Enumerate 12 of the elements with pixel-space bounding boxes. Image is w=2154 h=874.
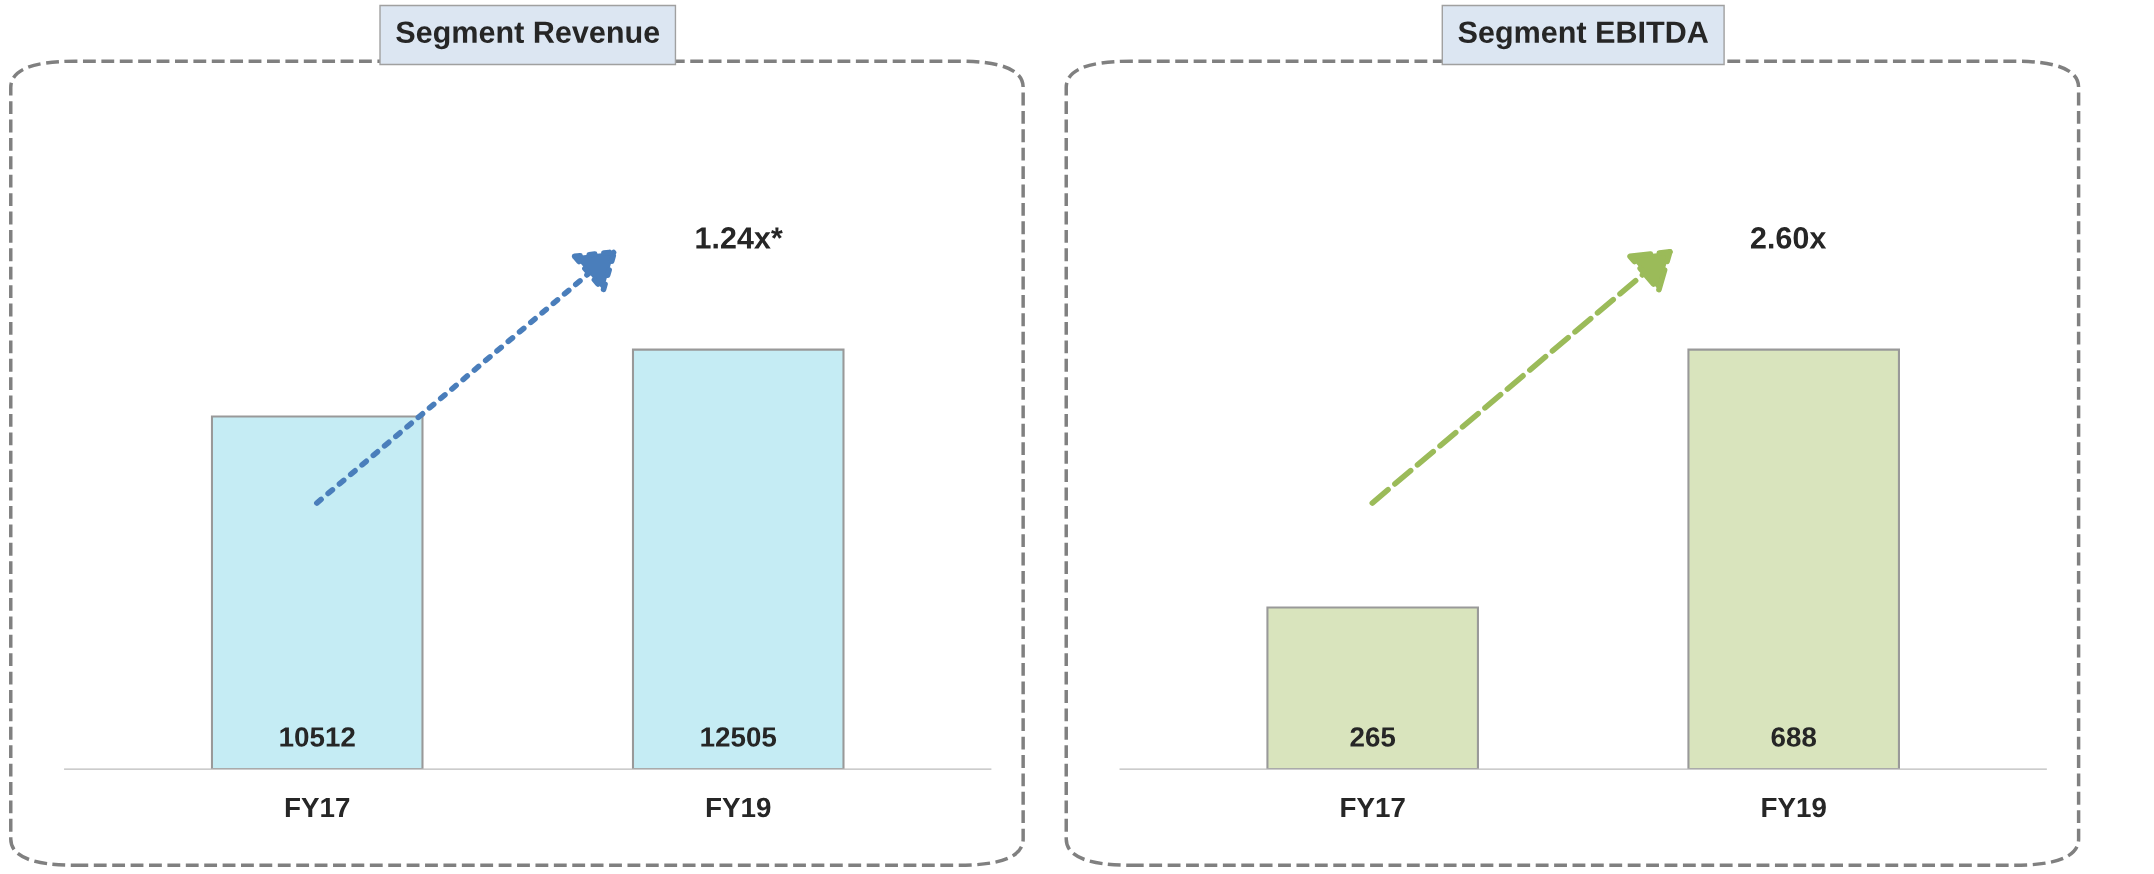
data-label: 10512 xyxy=(280,727,355,747)
chart-title: Segment Revenue xyxy=(396,21,660,50)
data-label: 688 xyxy=(1771,727,1817,747)
data-label: 265 xyxy=(1350,727,1396,747)
x-tick-label: FY17 xyxy=(1341,797,1405,818)
x-tick-label: FY17 xyxy=(285,797,350,818)
x-tick-label: FY19 xyxy=(706,797,771,818)
data-label: 12505 xyxy=(701,727,777,747)
text: 2.60x xyxy=(1750,227,1827,249)
x-tick-label: FY19 xyxy=(1762,797,1826,818)
chart-title: Segment EBITDA xyxy=(1458,21,1709,50)
text: 1.24x* xyxy=(696,227,783,249)
